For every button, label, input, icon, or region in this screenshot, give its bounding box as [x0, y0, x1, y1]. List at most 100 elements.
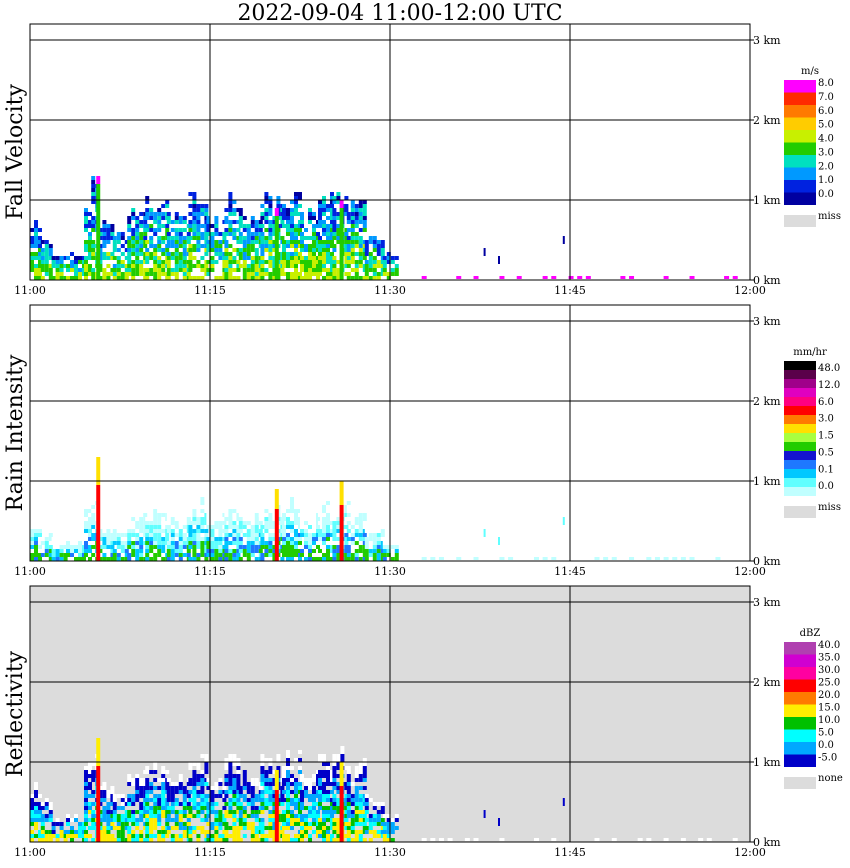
radar-core-cell	[339, 509, 344, 513]
radar-cell	[206, 537, 211, 541]
radar-cell	[40, 276, 45, 280]
radar-cell	[300, 256, 304, 260]
radar-core-cell	[96, 541, 101, 545]
radar-cell	[135, 834, 140, 838]
radar-cell	[264, 790, 269, 794]
radar-cell	[188, 810, 193, 814]
radar-core-cell	[96, 465, 101, 469]
radar-cell	[376, 541, 381, 545]
radar-cell	[312, 818, 316, 822]
radar-cell	[206, 802, 211, 806]
radar-cell	[386, 256, 391, 260]
radar-cell	[350, 798, 355, 802]
radar-cell	[330, 810, 334, 814]
radar-cell	[153, 244, 158, 248]
radar-cell	[290, 489, 294, 493]
radar-cell	[236, 529, 241, 533]
radar-core-cell	[339, 806, 344, 810]
radar-cell	[196, 481, 201, 485]
radar-cell	[131, 216, 136, 220]
radar-cell	[264, 545, 269, 549]
radar-cell	[358, 549, 363, 553]
radar-cell	[102, 256, 107, 260]
radar-cell	[372, 814, 377, 818]
radar-cell	[91, 248, 96, 252]
radar-cell	[264, 834, 269, 838]
radar-cell	[210, 798, 215, 802]
radar-cell	[44, 272, 49, 276]
radar-cell	[268, 224, 273, 228]
radar-cell	[286, 822, 290, 826]
radar-cell	[174, 525, 179, 529]
x-tick-label: 11:45	[554, 284, 586, 297]
radar-cell	[84, 541, 88, 545]
radar-cell	[386, 537, 391, 541]
radar-cell	[135, 537, 140, 541]
radar-cell	[346, 826, 351, 830]
radar-cell	[153, 778, 158, 782]
radar-cell	[161, 224, 166, 228]
radar-cell	[364, 810, 369, 814]
radar-cell	[272, 533, 277, 537]
radar-cell	[346, 220, 351, 224]
radar-cell	[232, 822, 237, 826]
radar-cell	[204, 818, 209, 822]
radar-cell	[174, 493, 179, 497]
radar-cell	[210, 802, 215, 806]
radar-cell	[298, 786, 302, 790]
radar-cell	[98, 790, 103, 794]
radar-cell	[346, 236, 351, 240]
radar-cell	[286, 838, 290, 842]
radar-cell	[318, 264, 322, 268]
radar-cell	[246, 545, 251, 549]
radar-cell	[204, 798, 209, 802]
radar-cell	[326, 232, 330, 236]
radar-cell	[174, 790, 179, 794]
radar-cell	[637, 838, 643, 841]
radar-cell	[286, 770, 290, 774]
radar-cell	[260, 276, 265, 280]
radar-cell	[91, 517, 96, 521]
radar-cell	[264, 493, 269, 497]
radar-cell	[332, 272, 337, 276]
radar-cell	[282, 212, 286, 216]
legend-swatch	[784, 451, 816, 460]
radar-cell	[214, 786, 219, 790]
radar-cell	[30, 794, 34, 798]
radar-cell	[250, 549, 255, 553]
radar-cell	[326, 798, 330, 802]
radar-cell	[204, 782, 209, 786]
radar-cell	[330, 260, 334, 264]
radar-cell	[210, 553, 215, 557]
radar-cell	[346, 477, 351, 481]
radar-cell	[232, 798, 237, 802]
radar-cell	[139, 830, 144, 834]
radar-cell	[161, 786, 166, 790]
radar-cell	[149, 782, 154, 786]
radar-cell	[91, 200, 96, 204]
radar-cell	[206, 240, 211, 244]
legend-label: 0.0	[818, 189, 834, 200]
radar-cell	[91, 485, 96, 489]
radar-core-cell	[339, 533, 344, 537]
radar-cell	[196, 204, 201, 208]
radar-cell	[78, 557, 82, 561]
radar-cell	[186, 822, 191, 826]
radar-cell	[161, 537, 166, 541]
radar-cell	[139, 497, 144, 501]
radar-cell	[157, 802, 162, 806]
radar-cell	[394, 268, 399, 272]
radar-cell	[174, 272, 179, 276]
radar-cell	[304, 525, 308, 529]
radar-cell	[48, 557, 53, 561]
radar-cell	[294, 272, 298, 276]
radar-cell	[204, 497, 209, 501]
radar-cell	[40, 264, 45, 268]
radar-cell	[204, 770, 209, 774]
radar-cell	[362, 256, 367, 260]
radar-cell	[300, 268, 304, 272]
radar-core-cell	[274, 236, 279, 240]
radar-cell	[322, 501, 326, 505]
radar-cell	[282, 774, 286, 778]
radar-cell	[332, 770, 337, 774]
